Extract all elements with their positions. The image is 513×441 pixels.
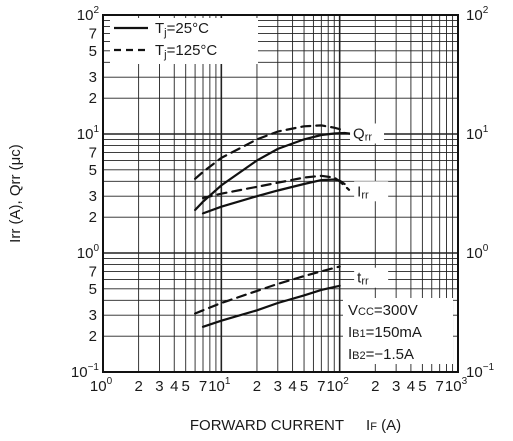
right-tick-label: 10−1 xyxy=(466,362,495,381)
x-axis-label: FORWARD CURRENT IF (A) xyxy=(190,417,401,434)
y-tick-label: 102 xyxy=(77,5,100,24)
x-tick-label: 4 xyxy=(407,378,415,395)
curve-label-irr-background xyxy=(354,181,389,202)
series-layer xyxy=(194,124,355,328)
x-tick-label: 5 xyxy=(182,378,190,395)
conditions-background xyxy=(343,298,453,364)
x-tick-label: 5 xyxy=(300,378,308,395)
y-tick-label: 5 xyxy=(89,43,97,60)
y-tick-label: 7 xyxy=(89,263,97,280)
y-tick-label: 7 xyxy=(89,144,97,161)
curve-label-trr: trr xyxy=(357,270,369,288)
y-tick-label: 3 xyxy=(89,188,97,205)
y-tick-label: 2 xyxy=(89,209,97,226)
y-tick-label: 101 xyxy=(77,124,100,143)
y-tick-label: 5 xyxy=(89,281,97,298)
y-tick-label: 2 xyxy=(89,328,97,345)
x-tick-label: 2 xyxy=(134,378,142,395)
annotation-layer: Tj=25°C Tj=125°C Irr Qrr trr VCC=300V IB1=150m… xyxy=(110,18,453,364)
series-qrr-dashed xyxy=(194,124,346,180)
ticks-layer: 100 2 3 4 5 7 101 2 3 4 5 7 102 2 3 4 5 7 1031027532101753… xyxy=(7,5,495,434)
x-tick-label: 7 xyxy=(199,378,207,395)
x-tick-label: 3 xyxy=(155,378,163,395)
right-tick-label: 102 xyxy=(466,5,489,24)
y-tick-label: 10−1 xyxy=(71,362,100,381)
y-tick-label: 100 xyxy=(77,243,100,262)
x-tick-label: 3 xyxy=(274,378,282,395)
y-axis-label: Irr (A), Qrr (μc) xyxy=(7,144,24,243)
plot-frame xyxy=(102,14,459,373)
legend-background xyxy=(110,18,258,64)
x-tick-label: 4 xyxy=(288,378,296,395)
y-tick-label: 2 xyxy=(89,90,97,107)
x-tick-label: 3 xyxy=(392,378,400,395)
series-irr-solid xyxy=(201,178,346,215)
x-tick-label: 100 xyxy=(90,376,113,395)
x-tick-label: 7 xyxy=(317,378,325,395)
right-tick-label: 100 xyxy=(466,243,489,262)
condition-label: VCC=300V xyxy=(348,302,418,319)
series-trr-solid xyxy=(201,284,341,328)
x-tick-label: 4 xyxy=(170,378,178,395)
x-tick-label: 2 xyxy=(371,378,379,395)
condition-label: IB1=150mA xyxy=(348,324,422,341)
legend-label: Tj=25°C xyxy=(155,20,209,39)
y-tick-label: 5 xyxy=(89,162,97,179)
right-tick-label: 101 xyxy=(466,124,489,143)
x-tick-label: 103 xyxy=(445,376,468,395)
x-tick-label: 102 xyxy=(327,376,350,395)
series-qrr-solid xyxy=(194,131,355,212)
x-tick-label: 5 xyxy=(418,378,426,395)
series-trr-dashed xyxy=(194,265,341,315)
x-tick-label: 101 xyxy=(208,376,231,395)
y-tick-label: 3 xyxy=(89,69,97,86)
curve-label-trr-background xyxy=(354,267,389,288)
curve-label-irr: Irr xyxy=(357,183,369,201)
x-tick-label: 7 xyxy=(435,378,443,395)
x-tick-label: 2 xyxy=(253,378,261,395)
condition-label: IB2=−1.5A xyxy=(348,346,414,363)
curve-label-qrr-background xyxy=(350,123,385,144)
curve-label-qrr: Qrr xyxy=(353,125,372,143)
y-tick-label: 7 xyxy=(89,25,97,42)
y-tick-label: 3 xyxy=(89,307,97,324)
legend-label: Tj=125°C xyxy=(155,42,217,61)
